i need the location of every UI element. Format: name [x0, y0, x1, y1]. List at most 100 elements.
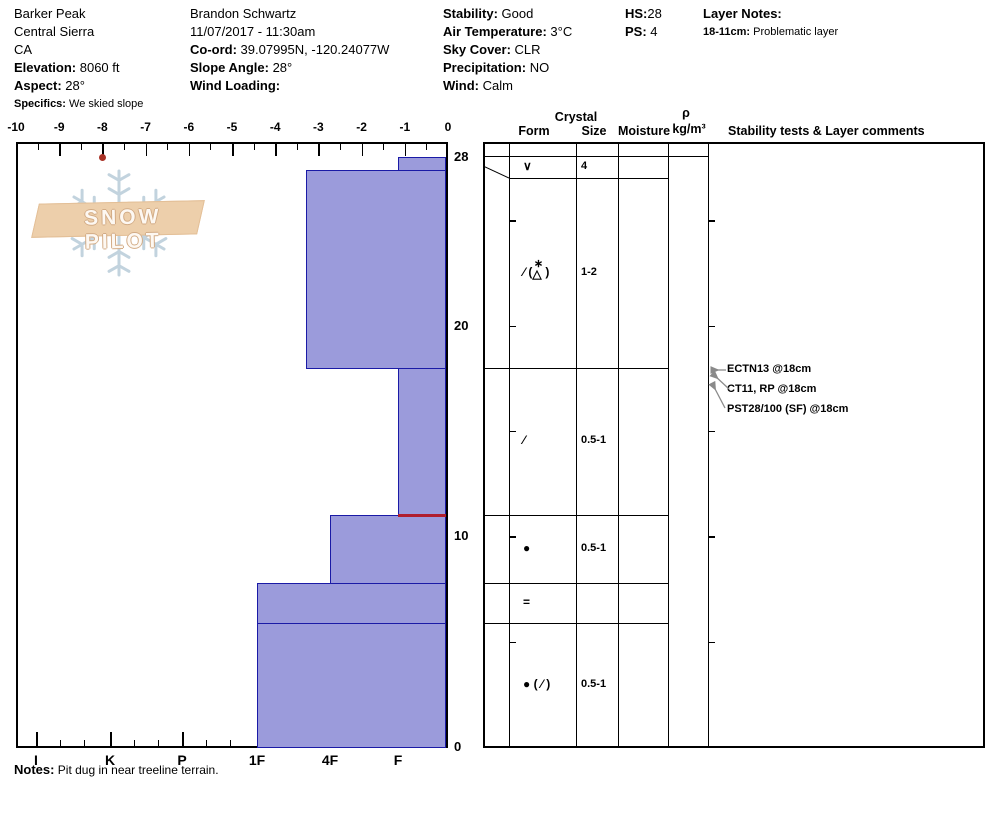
grain-form-4: ●: [523, 540, 531, 555]
table-row-line: [483, 582, 668, 584]
header-line: Barker Peak: [14, 6, 86, 21]
hardness-tick-label: F: [393, 752, 403, 768]
depth-tick-label: 10: [454, 528, 469, 544]
temp-tick-label: -4: [269, 120, 281, 134]
table-row-line: [509, 178, 668, 180]
temp-tick-label: -6: [183, 120, 195, 134]
temp-minor-tick: [210, 142, 212, 150]
table-depth-tick: [509, 536, 516, 538]
header-line: Elevation: 8060 ft: [14, 60, 120, 75]
grain-size-1: 4: [581, 160, 588, 172]
col-header-moisture: Moisture: [617, 124, 671, 138]
temp-minor-tick: [37, 142, 39, 150]
header-col-conditions: Stability: Good Air Temperature: 3°C Sky C…: [443, 5, 572, 95]
table-depth-tick: [708, 536, 715, 538]
temp-major-tick: [446, 142, 448, 156]
temp-minor-tick: [167, 142, 169, 150]
hardness-minor-tick: [134, 740, 136, 748]
header-col-snow-summary: HS:28 PS: 4: [625, 5, 662, 41]
table-col-line-1: [576, 142, 578, 748]
notes-text: Pit dug in near treeline terrain.: [54, 763, 219, 777]
col-header-size: Size: [581, 124, 607, 138]
stellar-over-triangle-symbol: △ ∗: [532, 257, 544, 281]
table-depth-tick: [509, 325, 516, 328]
table-row-line: [483, 622, 668, 624]
table-depth-tick: [708, 220, 715, 222]
header-line: Layer Notes:: [703, 6, 782, 21]
header-line: Sky Cover: CLR: [443, 42, 541, 57]
header-line: Central Sierra: [14, 24, 95, 39]
temp-minor-tick: [340, 142, 341, 150]
temp-minor-tick: [253, 142, 255, 150]
depth-tick-label: 28: [454, 149, 469, 164]
hardness-tick-label: P: [177, 752, 187, 768]
hardness-major-tick: [36, 732, 38, 748]
logo-text: SNOW PILOT: [83, 205, 162, 254]
header-line: Co-ord: 39.07995N, -120.24077W: [190, 42, 390, 57]
temp-tick-label: -9: [53, 120, 65, 134]
temp-major-tick: [188, 142, 191, 156]
col-header-form: Form: [518, 124, 550, 138]
temp-major-tick: [102, 142, 104, 156]
temp-major-tick: [145, 142, 148, 156]
temp-major-tick: [275, 142, 277, 156]
snowpilot-logo: SNOW PILOT: [31, 166, 205, 278]
depth-tick-label: 0: [454, 739, 462, 754]
temp-minor-tick: [80, 142, 82, 150]
temp-major-tick: [361, 142, 364, 156]
temp-tick-label: -3: [313, 120, 324, 134]
temp-major-tick: [318, 142, 320, 156]
hardness-minor-tick: [60, 740, 62, 748]
chart-right-border: [446, 142, 448, 748]
header-col-location: Barker Peak Central Sierra CA Elevation: 80…: [14, 5, 143, 113]
table-depth-tick: [509, 641, 516, 644]
header-line: Precipitation: NO: [443, 60, 550, 75]
thin-layer-leader-line: [483, 165, 510, 179]
temp-tick-label: 0: [444, 120, 452, 134]
hardness-tick-label: I: [34, 752, 38, 768]
col-header-density-symbol: ρ: [682, 106, 690, 120]
header-line: CA: [14, 42, 33, 57]
header-line: 11/07/2017 - 11:30am: [190, 24, 316, 39]
temp-tick-label: -1: [399, 120, 411, 134]
hardness-tick-label: 4F: [321, 752, 339, 768]
chart-bottom-axis: [16, 746, 448, 748]
hardness-tick-label: K: [104, 752, 116, 768]
hardness-minor-tick: [206, 740, 208, 748]
table-depth-tick: [708, 325, 715, 328]
temp-tick-label: -5: [226, 120, 238, 134]
header-line: Slope Angle: 28°: [190, 60, 293, 75]
layer-bar-4: [330, 515, 446, 584]
layer-bar-5: [257, 582, 446, 624]
hardness-minor-tick: [158, 740, 160, 748]
layer-bar-1: [398, 157, 446, 171]
layer-bar-2: [305, 169, 446, 369]
header-line: Stability: Good: [443, 6, 534, 21]
table-surface-line: [483, 156, 708, 158]
temp-minor-tick: [124, 142, 125, 150]
col-header-crystal: Crystal: [554, 110, 598, 124]
table-top-border: [483, 142, 985, 144]
ct-arrow: [709, 370, 730, 390]
grain-size-2: 1-2: [581, 265, 597, 278]
grain-size-4: 0.5-1: [581, 541, 607, 554]
table-bottom-border: [483, 746, 985, 748]
table-row-line: [483, 367, 668, 369]
temp-major-tick: [59, 142, 61, 156]
grain-size-6: 0.5-1: [581, 677, 607, 690]
temp-major-tick: [232, 142, 234, 156]
temp-minor-tick: [296, 142, 298, 150]
header-line: Aspect: 28°: [14, 78, 85, 93]
header-line: Specifics: We skied slope: [14, 98, 144, 110]
temp-tick-label: -7: [140, 120, 151, 134]
table-right-border: [983, 142, 985, 748]
depth-tick-label: 20: [454, 317, 469, 333]
table-depth-tick: [509, 430, 516, 433]
temp-major-tick: [16, 142, 18, 156]
table-col-line-0: [509, 142, 511, 748]
table-depth-tick: [708, 430, 715, 433]
table-col-line-4: [708, 142, 710, 748]
grain-form-3: ⁄: [523, 433, 526, 448]
col-header-stability: Stability tests & Layer comments: [728, 124, 925, 138]
